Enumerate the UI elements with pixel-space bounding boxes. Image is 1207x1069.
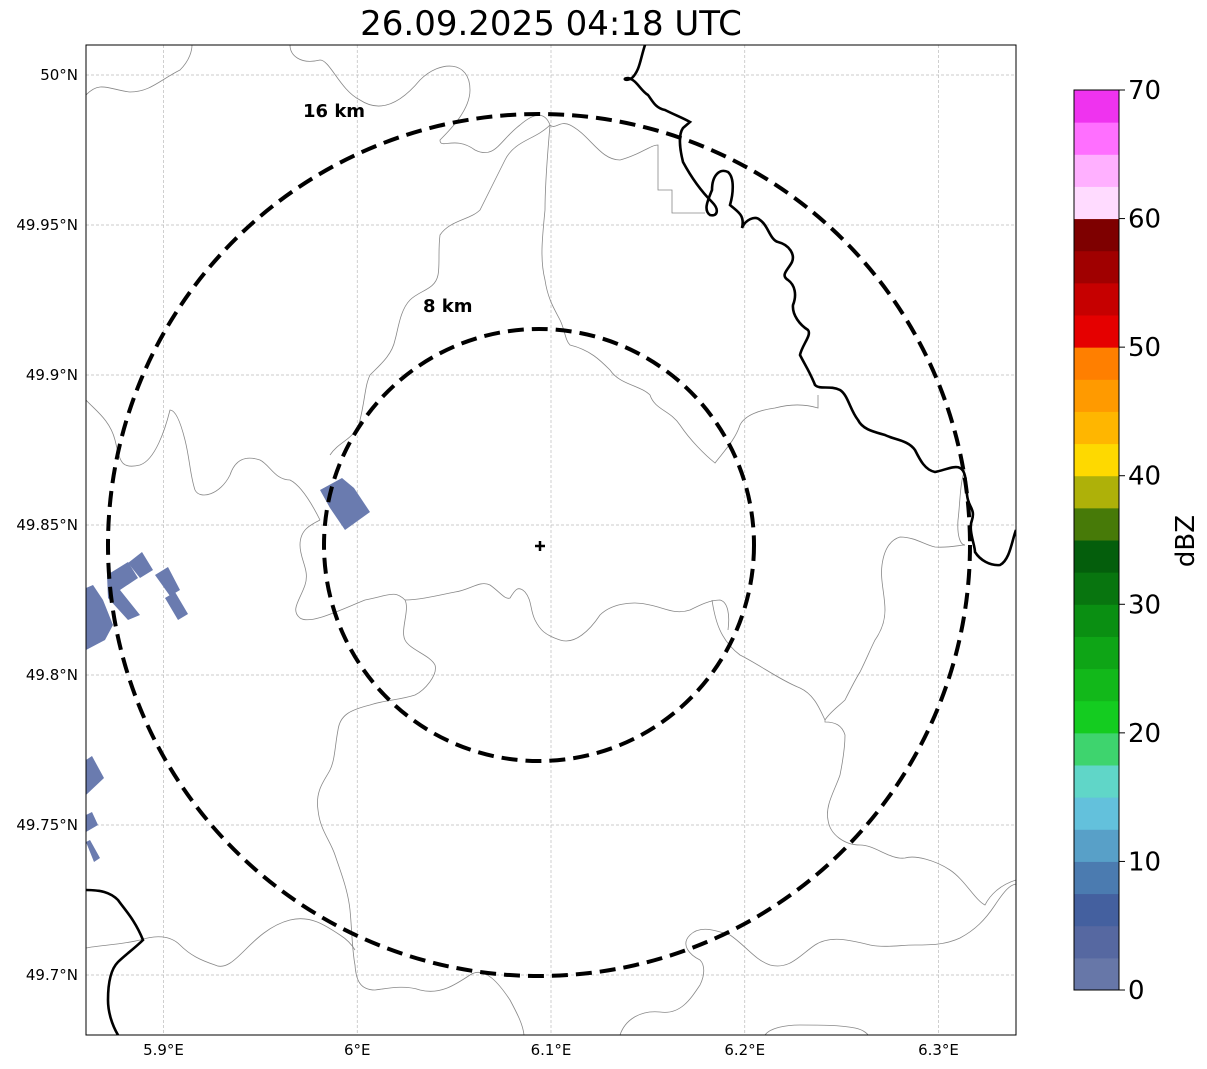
colorbar-segment bbox=[1074, 282, 1119, 316]
colorbar-segment bbox=[1074, 925, 1119, 959]
colorbar-segment bbox=[1074, 122, 1119, 155]
lon-tick-label: 6.1°E bbox=[531, 1041, 572, 1059]
colorbar-segment bbox=[1074, 379, 1119, 412]
range-ring-16km bbox=[106, 112, 972, 978]
colorbar-segment bbox=[1074, 572, 1119, 605]
boundary-line bbox=[86, 45, 193, 96]
colorbar-tick-label: 70 bbox=[1128, 76, 1161, 106]
colorbar-segment bbox=[1074, 475, 1119, 509]
echo-cell bbox=[86, 756, 104, 795]
lat-tick-label: 49.9°N bbox=[26, 366, 78, 384]
range-ring-label-16km: 16 km bbox=[303, 101, 365, 122]
boundary-line bbox=[295, 519, 525, 1035]
colorbar-segment bbox=[1074, 829, 1119, 862]
lon-tick-label: 5.9°E bbox=[143, 1041, 184, 1059]
boundary-line bbox=[289, 45, 705, 214]
colorbar-label: dBZ bbox=[1171, 515, 1201, 567]
echo-cell bbox=[86, 585, 113, 650]
colorbar-segment bbox=[1074, 315, 1119, 348]
echo-cell bbox=[107, 562, 140, 620]
colorbar-segment bbox=[1074, 668, 1119, 702]
graticule bbox=[86, 45, 1016, 1035]
range-ring-label-8km: 8 km bbox=[423, 296, 473, 317]
colorbar-segment bbox=[1074, 732, 1119, 766]
lat-tick-label: 49.7°N bbox=[26, 966, 78, 984]
range-ring-8km bbox=[322, 327, 756, 763]
axis-tick-labels: 5.9°E 6°E 6.1°E 6.2°E 6.3°E 50°N 49.95°N 49.9°N… bbox=[16, 66, 959, 1059]
boundary-line bbox=[329, 124, 551, 456]
echo-cell bbox=[165, 592, 188, 620]
colorbar-tick-label: 10 bbox=[1128, 847, 1161, 877]
colorbar-segment bbox=[1074, 218, 1119, 252]
lat-tick-label: 49.8°N bbox=[26, 666, 78, 684]
boundary-line bbox=[541, 124, 819, 464]
boundary-line bbox=[86, 399, 321, 521]
lon-tick-label: 6°E bbox=[344, 1041, 371, 1059]
colorbar-frame bbox=[1073, 89, 1120, 991]
boundary-line bbox=[764, 1024, 869, 1035]
colorbar-segment bbox=[1074, 411, 1119, 445]
boundary-line bbox=[824, 536, 1016, 906]
echo-cell bbox=[86, 812, 98, 832]
border-line bbox=[86, 888, 145, 1035]
colorbar-tick-label: 20 bbox=[1128, 719, 1161, 749]
map-title: 26.09.2025 04:18 UTC bbox=[360, 4, 742, 44]
colorbar-segment bbox=[1074, 443, 1119, 477]
colorbar-tick-label: 50 bbox=[1128, 333, 1161, 363]
colorbar-segment bbox=[1074, 636, 1119, 670]
radar-site-marker bbox=[535, 541, 545, 551]
map-frame bbox=[85, 44, 1017, 1036]
colorbar-segment bbox=[1074, 893, 1119, 927]
colorbar-segment bbox=[1074, 700, 1119, 734]
colorbar-segment bbox=[1074, 604, 1119, 637]
colorbar-segment bbox=[1074, 861, 1119, 895]
range-rings bbox=[106, 112, 972, 978]
colorbar-segment bbox=[1074, 90, 1119, 123]
colorbar-tick-label: 60 bbox=[1128, 205, 1161, 235]
colorbar-tick-label: 40 bbox=[1128, 462, 1161, 492]
colorbar-segment bbox=[1074, 186, 1119, 220]
colorbar-segment bbox=[1074, 347, 1119, 380]
colorbar-tick-label: 30 bbox=[1128, 590, 1161, 620]
colorbar-segment bbox=[1074, 250, 1119, 284]
colorbar-segment bbox=[1074, 154, 1119, 187]
border-line bbox=[623, 45, 1016, 567]
lat-tick-label: 49.95°N bbox=[16, 216, 78, 234]
echo-cell bbox=[86, 840, 100, 862]
colorbar-segment bbox=[1074, 957, 1119, 991]
lon-tick-label: 6.2°E bbox=[724, 1041, 765, 1059]
echo-cell bbox=[155, 567, 180, 596]
boundary-line bbox=[957, 469, 966, 546]
echo-cell bbox=[128, 552, 153, 578]
colorbar-segment bbox=[1074, 540, 1119, 573]
colorbar-segment bbox=[1074, 507, 1119, 541]
colorbar-segment bbox=[1074, 797, 1119, 830]
boundary-line bbox=[711, 599, 826, 721]
boundary-line bbox=[404, 583, 730, 642]
boundary-line bbox=[619, 883, 1016, 1035]
national-borders bbox=[86, 45, 1016, 1035]
admin-boundaries bbox=[86, 45, 1016, 1035]
colorbar-tick-label: 0 bbox=[1128, 976, 1145, 1006]
lat-tick-label: 50°N bbox=[40, 66, 78, 84]
colorbar: 0 10 20 30 40 50 60 70 bbox=[1073, 76, 1161, 1006]
colorbar-segment bbox=[1074, 765, 1119, 798]
lat-tick-label: 49.75°N bbox=[16, 816, 78, 834]
lon-tick-label: 6.3°E bbox=[918, 1041, 959, 1059]
lat-tick-label: 49.85°N bbox=[16, 516, 78, 534]
